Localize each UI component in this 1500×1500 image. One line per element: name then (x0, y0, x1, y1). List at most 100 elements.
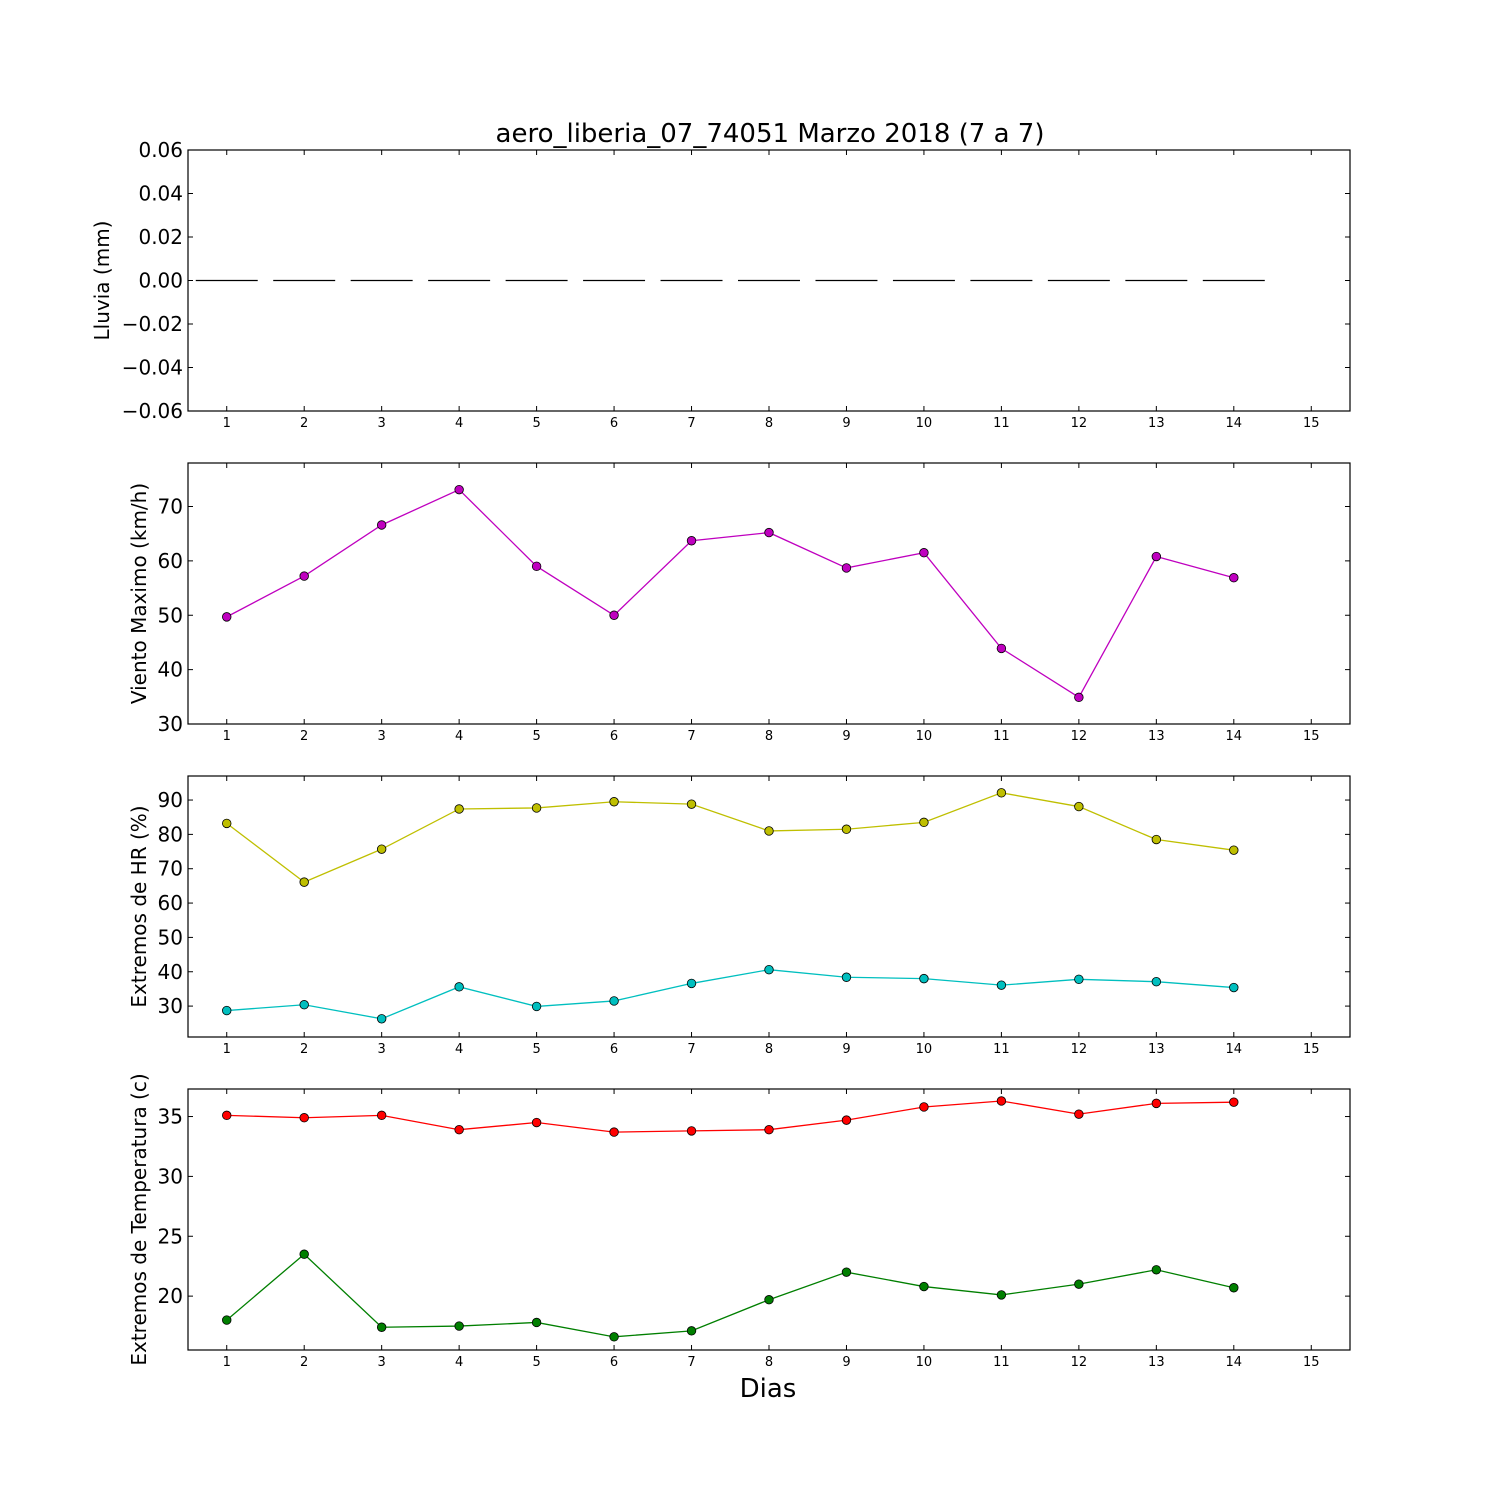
wind-ytick-label: 50 (158, 603, 183, 627)
wind-series-0-point (996, 643, 1007, 654)
humidity-xtick-label: 15 (1303, 1042, 1320, 1057)
wind-ytick-label: 60 (158, 549, 183, 573)
figure-title: aero_liberia_07_74051 Marzo 2018 (7 a 7) (496, 119, 1045, 149)
humidity-xtick-label: 8 (765, 1042, 773, 1057)
rain-xtick-label: 8 (765, 416, 773, 431)
wind-ytick-label: 40 (158, 658, 183, 682)
rain-ytick-label: −0.02 (122, 312, 183, 336)
humidity-series-0-point (1229, 845, 1239, 855)
temperature-series-0-point (609, 1127, 619, 1137)
rain-panel: 0.060.040.020.00−0.02−0.04−0.061 2 3 4 5 6 7 8 9… (90, 138, 1351, 431)
humidity-xtick-label: 2 (300, 1042, 308, 1057)
temperature-series-0-point (764, 1125, 774, 1135)
wind-xtick-label: 3 (378, 729, 386, 744)
humidity-series-0-point (841, 824, 852, 834)
humidity-series-0-point (1074, 801, 1084, 812)
humidity-ytick-label: 30 (158, 994, 183, 1018)
chart-panels: 0.060.040.020.00−0.02−0.04−0.061 2 3 4 5 6 7 8 9… (90, 138, 1351, 1370)
humidity-series-0-point (299, 877, 309, 887)
temperature-xtick-label: 11 (993, 1355, 1010, 1370)
temperature-xtick-label: 13 (1148, 1355, 1165, 1370)
temperature-series-0-point (376, 1110, 387, 1121)
wind-ytick-label: 30 (158, 712, 183, 736)
wind-series-0-point (222, 612, 232, 622)
temperature-series-0-point (222, 1110, 232, 1121)
temperature-series-1-point (764, 1295, 774, 1305)
temperature-series-1-point (299, 1249, 309, 1259)
rain-ytick-label: 0.02 (138, 225, 183, 249)
humidity-series-0-point (996, 788, 1007, 798)
humidity-y-axis-label: Extremos de HR (%) (127, 805, 151, 1007)
temperature-series-1-point (1151, 1265, 1162, 1275)
rain-xtick-label: 4 (455, 416, 463, 431)
wind-xtick-label: 5 (532, 729, 540, 744)
temperature-series-1-point (841, 1267, 852, 1277)
temperature-xtick-label: 1 (223, 1355, 231, 1370)
humidity-xtick-label: 3 (378, 1042, 386, 1057)
temperature-xtick-label: 4 (455, 1355, 463, 1370)
wind-series-0-point (609, 610, 619, 620)
humidity-series-0-point (686, 799, 697, 809)
rain-y-axis-label: Lluvia (mm) (90, 221, 114, 341)
humidity-ytick-label: 80 (158, 822, 183, 846)
wind-series-0-point (1229, 573, 1239, 583)
temperature-series-0-point (919, 1102, 929, 1112)
temperature-ytick-label: 25 (158, 1224, 183, 1248)
humidity-xtick-label: 13 (1148, 1042, 1165, 1057)
humidity-series-1-point (609, 996, 619, 1006)
wind-series-0-point (764, 527, 774, 538)
humidity-series-1-point (919, 973, 929, 984)
humidity-series-0-point (1151, 834, 1162, 845)
rain-xtick-label: 14 (1226, 416, 1243, 431)
wind-y-axis-label: Viento Maximo (km/h) (127, 483, 151, 704)
temperature-series-1-point (531, 1317, 542, 1328)
temperature-series-1-point (1229, 1283, 1239, 1293)
temperature-xtick-label: 7 (687, 1355, 695, 1370)
temperature-axes-frame (187, 1088, 1351, 1351)
temperature-xtick-label: 2 (300, 1355, 308, 1370)
humidity-ytick-label: 40 (158, 960, 183, 984)
wind-xtick-label: 6 (610, 729, 618, 744)
temperature-xtick-label: 9 (842, 1355, 850, 1370)
wind-xtick-label: 7 (687, 729, 695, 744)
rain-xtick-label: 15 (1303, 416, 1320, 431)
temperature-series-0-point (1074, 1109, 1084, 1119)
humidity-series-1-point (686, 978, 697, 989)
humidity-series-1-point (841, 972, 852, 982)
wind-xtick-label: 4 (455, 729, 463, 744)
humidity-series-1-point (222, 1005, 232, 1016)
humidity-ytick-label: 90 (158, 788, 183, 812)
temperature-xtick-label: 10 (916, 1355, 933, 1370)
humidity-series-0-line (226, 792, 1234, 883)
temperature-ytick-label: 20 (158, 1284, 183, 1308)
temperature-series-0-point (299, 1113, 309, 1123)
wind-series-0-point (376, 520, 387, 530)
rain-ytick-label: −0.04 (122, 356, 183, 380)
humidity-series-1-point (1229, 982, 1239, 993)
wind-series-0-line (226, 488, 1234, 699)
humidity-ytick-label: 70 (158, 857, 183, 881)
humidity-axes-frame (187, 775, 1351, 1038)
humidity-series-1-point (299, 1000, 309, 1010)
temperature-series-0-point (686, 1126, 697, 1136)
wind-xtick-label: 15 (1303, 729, 1320, 744)
rain-xtick-label: 6 (610, 416, 618, 431)
humidity-series-1-point (376, 1014, 387, 1024)
wind-series-0-point (686, 536, 697, 546)
humidity-series-1-line (226, 969, 1234, 1020)
temperature-series-0-point (1151, 1098, 1162, 1109)
wind-xtick-label: 8 (765, 729, 773, 744)
rain-ytick-label: 0.04 (138, 182, 183, 206)
wind-axes-frame (187, 462, 1351, 725)
humidity-series-0-point (376, 844, 387, 854)
rain-xtick-label: 2 (300, 416, 308, 431)
humidity-ytick-label: 50 (158, 925, 183, 949)
wind-series-0-point (919, 548, 929, 558)
wind-xtick-label: 10 (916, 729, 933, 744)
humidity-xtick-label: 11 (993, 1042, 1010, 1057)
rain-axes-frame (187, 149, 1351, 412)
x-axis-label: Dias (740, 1374, 797, 1404)
